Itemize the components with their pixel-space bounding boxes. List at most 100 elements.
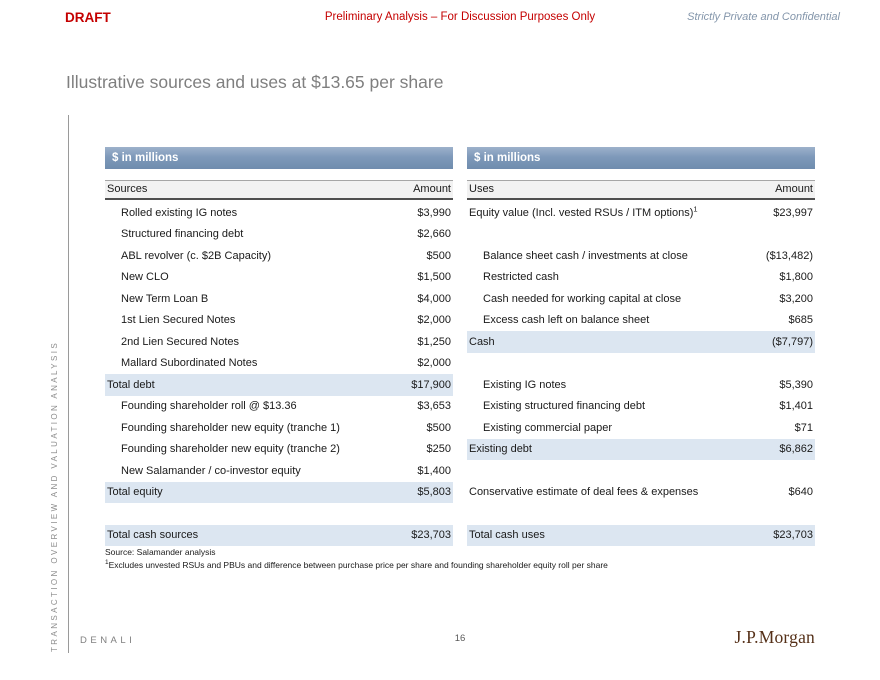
table-spacer-row: [467, 460, 815, 482]
row-amount: $2,660: [417, 228, 451, 241]
row-amount: $1,500: [417, 271, 451, 284]
table-row: New Salamander / co-investor equity $1,40…: [105, 460, 453, 482]
row-amount: $71: [794, 421, 813, 434]
sources-column-header: Sources Amount: [105, 180, 453, 200]
table-row: Structured financing debt $2,660: [105, 224, 453, 246]
section-label-vertical: TRANSACTION OVERVIEW AND VALUATION ANALY…: [50, 340, 59, 652]
table-row: ABL revolver (c. $2B Capacity) $500: [105, 245, 453, 267]
footnote-1-marker: 1: [105, 559, 109, 567]
jpmorgan-logo: J.P.Morgan: [734, 627, 815, 647]
table-row: Conservative estimate of deal fees & exp…: [467, 482, 815, 504]
uses-column-header: Uses Amount: [467, 180, 815, 200]
table-row: Existing structured financing debt $1,401: [467, 396, 815, 418]
confidentiality-note: Strictly Private and Confidential: [687, 11, 840, 23]
uses-amount-label: Amount: [775, 183, 813, 195]
row-amount: $1,800: [779, 271, 813, 284]
table-row: 1st Lien Secured Notes $2,000: [105, 310, 453, 332]
row-amount: $3,200: [779, 292, 813, 305]
table-row: Rolled existing IG notes $3,990: [105, 202, 453, 224]
row-amount: $250: [426, 443, 451, 456]
row-amount: $3,990: [417, 206, 451, 219]
row-amount: $6,862: [779, 443, 813, 456]
row-amount: $500: [426, 249, 451, 262]
row-amount: $640: [788, 486, 813, 499]
row-label: New Salamander / co-investor equity: [121, 464, 301, 477]
row-label: Excess cash left on balance sheet: [483, 314, 650, 327]
sidebar-divider: [68, 115, 69, 653]
row-amount: $2,000: [417, 357, 451, 370]
table-spacer-row: [105, 503, 453, 525]
sources-amount-label: Amount: [413, 183, 451, 195]
row-label: Rolled existing IG notes: [121, 206, 238, 219]
footnote-1-text: Excludes unvested RSUs and PBUs and diff…: [108, 560, 608, 570]
table-row: New Term Loan B $4,000: [105, 288, 453, 310]
table-row: Founding shareholder new equity (tranche…: [105, 439, 453, 461]
table-row: Founding shareholder new equity (tranche…: [105, 417, 453, 439]
row-label: Total equity: [107, 486, 163, 499]
row-label: New CLO: [121, 271, 169, 284]
row-label: Restricted cash: [483, 271, 559, 284]
row-amount: $1,401: [779, 400, 813, 413]
sources-units-bar: $ in millions: [105, 147, 453, 169]
row-label: 2nd Lien Secured Notes: [121, 335, 240, 348]
project-codename: DENALI: [80, 635, 136, 646]
table-row: Cash needed for working capital at close…: [467, 288, 815, 310]
row-amount: $2,000: [417, 314, 451, 327]
uses-rows: Equity value (Incl. vested RSUs / ITM op…: [467, 202, 815, 546]
row-label: Existing commercial paper: [483, 421, 612, 434]
row-label: Structured financing debt: [121, 228, 244, 241]
preliminary-analysis-note: Preliminary Analysis – For Discussion Pu…: [324, 11, 596, 23]
table-row: Total debt $17,900: [105, 374, 453, 396]
row-amount: ($13,482): [765, 249, 813, 262]
row-label: Balance sheet cash / investments at clos…: [483, 249, 688, 262]
row-amount: $1,250: [417, 335, 451, 348]
row-label: Cash: [469, 335, 495, 348]
sources-rows: Rolled existing IG notes $3,990 Structured…: [105, 202, 453, 546]
table-row: Restricted cash $1,800: [467, 267, 815, 289]
table-spacer-row: [467, 503, 815, 525]
row-label: Founding shareholder new equity (tranche…: [121, 443, 340, 456]
row-label: 1st Lien Secured Notes: [121, 314, 236, 327]
row-label: Existing IG notes: [483, 378, 567, 391]
row-amount: $17,900: [411, 378, 451, 391]
table-row: Total cash uses $23,703: [467, 524, 815, 546]
row-amount: $685: [788, 314, 813, 327]
row-label: Existing debt: [469, 443, 532, 456]
row-amount: ($7,797): [772, 335, 813, 348]
table-spacer-row: [467, 353, 815, 375]
table-row: Total cash sources $23,703: [105, 524, 453, 546]
table-row: Mallard Subordinated Notes $2,000: [105, 353, 453, 375]
row-label: Cash needed for working capital at close: [483, 292, 682, 305]
table-row: New CLO $1,500: [105, 267, 453, 289]
row-label: Total debt: [107, 378, 155, 391]
table-row: Equity value (Incl. vested RSUs / ITM op…: [467, 202, 815, 224]
row-amount: $500: [426, 421, 451, 434]
uses-table: $ in millions Uses Amount Equity value (…: [467, 147, 815, 546]
row-label: Mallard Subordinated Notes: [121, 357, 258, 370]
row-label: Founding shareholder roll @ $13.36: [121, 400, 297, 413]
row-label: ABL revolver (c. $2B Capacity): [121, 249, 271, 262]
row-amount: $23,997: [773, 206, 813, 219]
uses-units-bar: $ in millions: [467, 147, 815, 169]
draft-watermark: DRAFT: [65, 10, 111, 25]
table-spacer-row: [467, 224, 815, 246]
page-title: Illustrative sources and uses at $13.65 …: [66, 72, 444, 92]
row-label: Total cash sources: [107, 529, 199, 542]
table-row: Balance sheet cash / investments at clos…: [467, 245, 815, 267]
footnote-1: 1Excludes unvested RSUs and PBUs and dif…: [105, 559, 608, 572]
row-amount: $4,000: [417, 292, 451, 305]
sources-table: $ in millions Sources Amount Rolled exis…: [105, 147, 453, 546]
row-label: Equity value (Incl. vested RSUs / ITM op…: [469, 204, 698, 219]
row-label: Founding shareholder new equity (tranche…: [121, 421, 340, 434]
row-amount: $23,703: [411, 529, 451, 542]
page-number: 16: [454, 633, 466, 644]
table-row: Existing debt $6,862: [467, 438, 815, 460]
table-row: Cash ($7,797): [467, 331, 815, 353]
table-row: Existing IG notes $5,390: [467, 374, 815, 396]
row-amount: $3,653: [417, 400, 451, 413]
row-amount: $23,703: [773, 529, 813, 542]
table-row: Total equity $5,803: [105, 481, 453, 503]
table-row: Excess cash left on balance sheet $685: [467, 310, 815, 332]
uses-column-label: Uses: [469, 183, 495, 195]
